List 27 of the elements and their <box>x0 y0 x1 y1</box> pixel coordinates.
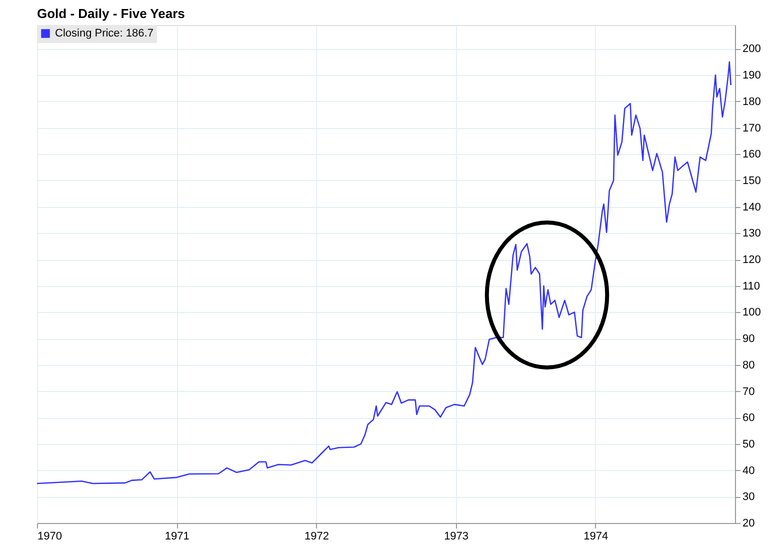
y-tick-label: 90 <box>742 333 755 346</box>
x-tick-label: 1971 <box>164 530 190 542</box>
y-tick-label: 60 <box>742 412 755 424</box>
y-tick-label: 20 <box>742 518 755 530</box>
y-tick-label: 170 <box>742 122 761 134</box>
y-tick-label: 100 <box>742 306 761 319</box>
x-tick-label: 1973 <box>444 530 469 542</box>
y-tick-label: 180 <box>742 96 761 108</box>
y-tick-label: 80 <box>742 359 755 372</box>
y-tick-label: 40 <box>742 464 755 477</box>
x-tick-label: 1970 <box>38 530 62 542</box>
y-tick-label: 50 <box>742 438 755 450</box>
x-tick-label: 1974 <box>584 530 608 542</box>
y-tick-label: 160 <box>742 148 761 161</box>
y-tick-label: 200 <box>742 43 761 56</box>
y-tick-label: 150 <box>742 174 761 187</box>
y-tick-label: 120 <box>742 254 761 266</box>
chart-title: Gold - Daily - Five Years <box>37 6 185 21</box>
x-tick-label: 1972 <box>304 530 329 542</box>
y-tick-label: 110 <box>742 280 760 292</box>
y-tick-label: 190 <box>742 70 761 82</box>
y-tick-label: 140 <box>742 201 761 214</box>
y-tick-label: 70 <box>742 386 755 398</box>
legend-label: Closing Price: 186.7 <box>55 28 154 40</box>
y-tick-label: 30 <box>742 491 755 504</box>
y-tick-label: 130 <box>742 228 761 240</box>
line-series <box>36 61 732 484</box>
